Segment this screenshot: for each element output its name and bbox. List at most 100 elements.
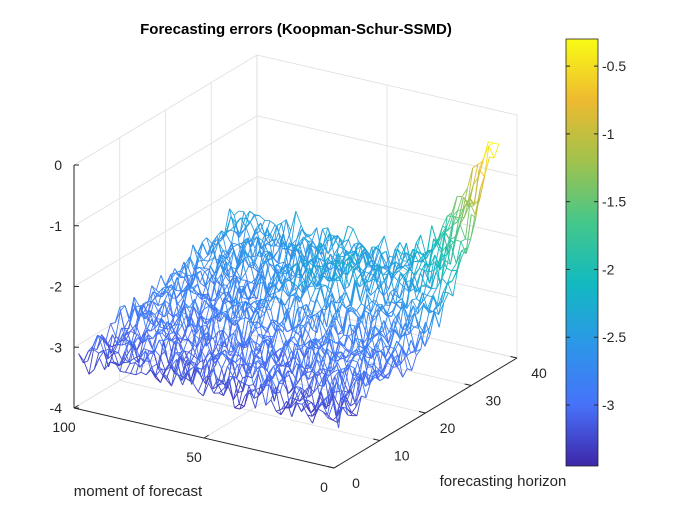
mesh-segment <box>379 235 385 250</box>
mesh-segment <box>343 261 350 271</box>
mesh-segment <box>248 383 254 387</box>
mesh-segment <box>250 309 257 321</box>
mesh-segment <box>175 352 181 358</box>
mesh-segment <box>155 368 162 377</box>
mesh-segment <box>378 373 385 379</box>
mesh-segment <box>271 225 278 258</box>
mesh-segment <box>343 239 349 243</box>
mesh-segment <box>301 348 307 366</box>
mesh-segment <box>367 264 373 267</box>
mesh-segment <box>222 285 228 294</box>
mesh-segment <box>219 298 226 322</box>
mesh-segment <box>300 387 306 392</box>
mesh-segment <box>228 332 234 338</box>
mesh-segment <box>364 372 370 386</box>
mesh-segment <box>262 240 269 253</box>
mesh-segment <box>208 257 214 262</box>
mesh-segment <box>201 237 207 243</box>
mesh-segment <box>329 375 336 386</box>
mesh-segment <box>331 259 337 264</box>
mesh-segment <box>366 246 373 266</box>
mesh-segment <box>224 208 230 233</box>
mesh-segment <box>192 382 199 392</box>
mesh-segment <box>162 329 169 335</box>
mesh-segment <box>408 305 414 323</box>
mesh-segment <box>413 260 420 276</box>
mesh-segment <box>161 373 168 377</box>
mesh-segment <box>281 321 288 332</box>
mesh-segment <box>415 272 421 293</box>
mesh-segment <box>288 374 295 391</box>
mesh-segment <box>453 215 459 222</box>
mesh-segment <box>257 237 263 241</box>
mesh-segment <box>159 351 165 357</box>
mesh-segment <box>205 265 211 286</box>
mesh-segment <box>170 314 176 324</box>
mesh-segment <box>286 350 292 363</box>
mesh-segment <box>414 268 420 277</box>
mesh-segment <box>114 361 121 372</box>
mesh-segment <box>134 305 140 308</box>
mesh-segment <box>199 357 206 375</box>
mesh-segment <box>469 202 475 205</box>
mesh-segment <box>121 327 127 340</box>
mesh-segment <box>372 350 379 365</box>
mesh-segment <box>140 357 146 361</box>
mesh-segment <box>129 307 136 324</box>
mesh-segment <box>428 310 435 314</box>
mesh-segment <box>213 305 220 315</box>
mesh-segment <box>283 279 290 284</box>
mesh-segment <box>266 240 272 244</box>
mesh-segment <box>294 242 300 250</box>
mesh-segment <box>329 266 336 271</box>
mesh-segment <box>179 350 185 353</box>
mesh-segment <box>358 266 365 272</box>
mesh-segment <box>244 217 251 223</box>
mesh-segment <box>300 333 306 346</box>
mesh-segment <box>227 278 233 293</box>
mesh-segment <box>398 270 404 276</box>
mesh-segment <box>263 335 269 337</box>
mesh-segment <box>272 365 278 378</box>
mesh-segment <box>291 402 298 417</box>
mesh-segment <box>278 328 284 333</box>
mesh-segment <box>170 365 177 375</box>
mesh-segment <box>284 242 290 268</box>
mesh-segment <box>354 281 361 301</box>
mesh-segment <box>217 384 224 396</box>
mesh-segment <box>187 367 193 374</box>
mesh-segment <box>312 368 318 377</box>
mesh-segment <box>235 343 241 351</box>
mesh-segment <box>319 262 325 279</box>
mesh-segment <box>317 403 323 410</box>
mesh-segment <box>338 393 344 429</box>
mesh-segment <box>391 301 397 305</box>
mesh-segment <box>402 267 409 272</box>
mesh-segment <box>254 251 260 263</box>
mesh-segment <box>272 328 279 337</box>
mesh-segment <box>251 228 257 247</box>
mesh-segment <box>310 406 317 414</box>
mesh-segment <box>295 295 302 324</box>
mesh-segment <box>339 270 345 281</box>
mesh-segment <box>147 338 153 349</box>
mesh-segment <box>280 400 287 410</box>
mesh-segment <box>235 356 242 363</box>
mesh-segment <box>423 312 430 334</box>
mesh-segment <box>322 327 330 345</box>
mesh-segment <box>411 355 417 371</box>
mesh-segment <box>145 367 152 376</box>
mesh-segment <box>270 224 276 235</box>
mesh-segment <box>232 244 238 248</box>
mesh-segment <box>352 362 359 377</box>
mesh-segment <box>240 250 246 255</box>
mesh-segment <box>406 277 412 309</box>
mesh-segment <box>275 245 282 248</box>
mesh-segment <box>406 299 413 309</box>
mesh-segment <box>294 343 301 350</box>
mesh-segment <box>356 350 363 353</box>
mesh-segment <box>290 292 296 297</box>
mesh-segment <box>415 337 421 352</box>
mesh-segment <box>287 243 294 250</box>
mesh-segment <box>332 402 340 429</box>
